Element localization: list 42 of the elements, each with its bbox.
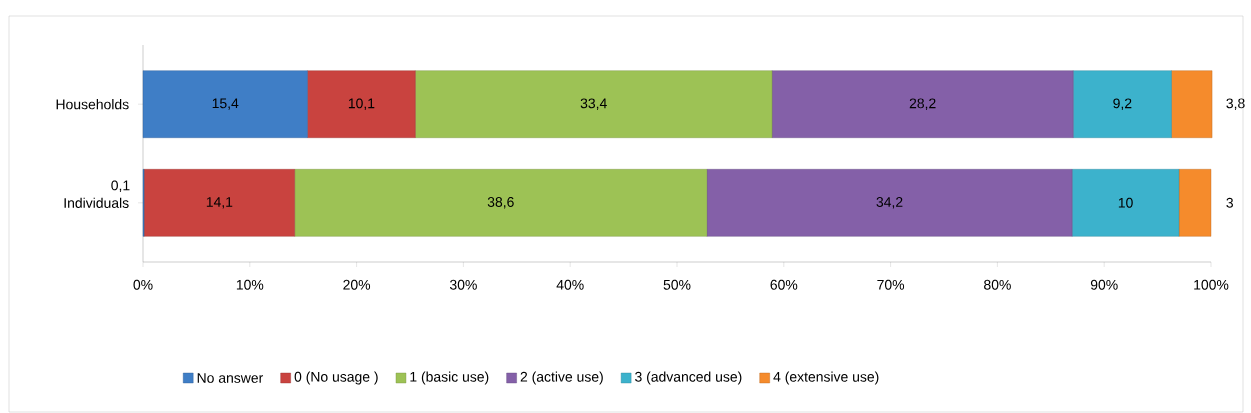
bar [294,169,708,237]
x-tick-label: 60% [770,279,798,290]
data-label: 33,4 [580,98,607,110]
x-tick-label: 0% [133,279,153,290]
y-tick-label: Households [56,99,129,110]
bar [415,70,773,138]
x-tick-label: 10% [236,279,264,290]
x-tick-label: 30% [449,279,477,290]
bar [771,70,1074,138]
data-label: 38,6 [487,197,514,209]
legend-label: 3 (advanced use) [635,371,742,385]
bar [706,169,1073,237]
x-tick-label: 50% [663,279,691,290]
data-label: 34,2 [876,197,903,209]
data-label: 14,1 [206,197,233,209]
bar [1071,169,1180,237]
bar [1073,70,1172,138]
data-label: 15,4 [212,98,239,110]
bar [307,70,416,138]
legend-label: No answer [197,373,264,383]
bar [142,70,308,138]
data-label: 10 [1118,197,1133,208]
legend-label: 1 (basic use) [410,371,489,385]
legend-label: 2 (active use) [520,371,603,385]
x-tick-label: 40% [556,279,584,290]
x-tick-label: 70% [877,279,905,290]
bar [1178,169,1212,237]
data-label: 3 [1226,197,1233,208]
data-label: 9,2 [1113,98,1132,110]
data-label: 10,1 [348,98,375,110]
legend-label: 4 (extensive use) [773,371,879,385]
x-tick-label: 100% [1194,279,1229,290]
legend-label: 0 (No usage ) [294,371,378,385]
x-tick-label: 90% [1090,279,1118,290]
bar [1171,70,1213,138]
data-label: 0,1 [111,180,130,192]
y-tick-label: Individuals [64,197,129,208]
data-label: 3,8 [1226,98,1245,110]
data-label: 28,2 [909,98,936,110]
x-tick-label: 80% [984,279,1011,290]
bar [143,169,295,237]
x-tick-label: 20% [343,279,371,290]
